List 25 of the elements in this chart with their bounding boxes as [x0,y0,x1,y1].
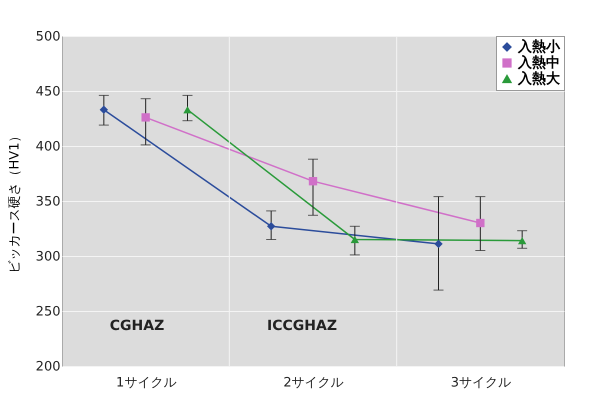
x-tick-label: 1サイクル [116,376,176,390]
legend-label: 入熱小 [517,39,561,55]
point [476,218,485,228]
y-tick-label: 250 [36,304,60,320]
legend-label: 入熱中 [517,55,560,71]
y-tick-label: 200 [36,360,60,374]
annotation: CGHAZ [110,318,164,334]
point [350,236,360,244]
y-tick-label: 500 [36,30,60,44]
legend-label: 入熱大 [517,71,561,87]
point [434,240,443,248]
point [183,106,192,114]
y-tick-label: 350 [36,194,60,210]
x-tick-label: 2サイクル [283,376,344,390]
y-axis-title: ビッカース硬さ（HV1） [8,130,23,274]
y-tick-label: 400 [36,140,60,154]
point [100,106,108,114]
point [266,222,276,230]
point [518,236,526,244]
point [141,113,150,122]
annotation: ICCGHAZ [267,318,337,334]
point [308,177,318,186]
x-tick-label: 3サイクル [450,376,511,390]
y-tick-label: 300 [36,250,60,264]
y-tick-label: 450 [36,84,60,100]
